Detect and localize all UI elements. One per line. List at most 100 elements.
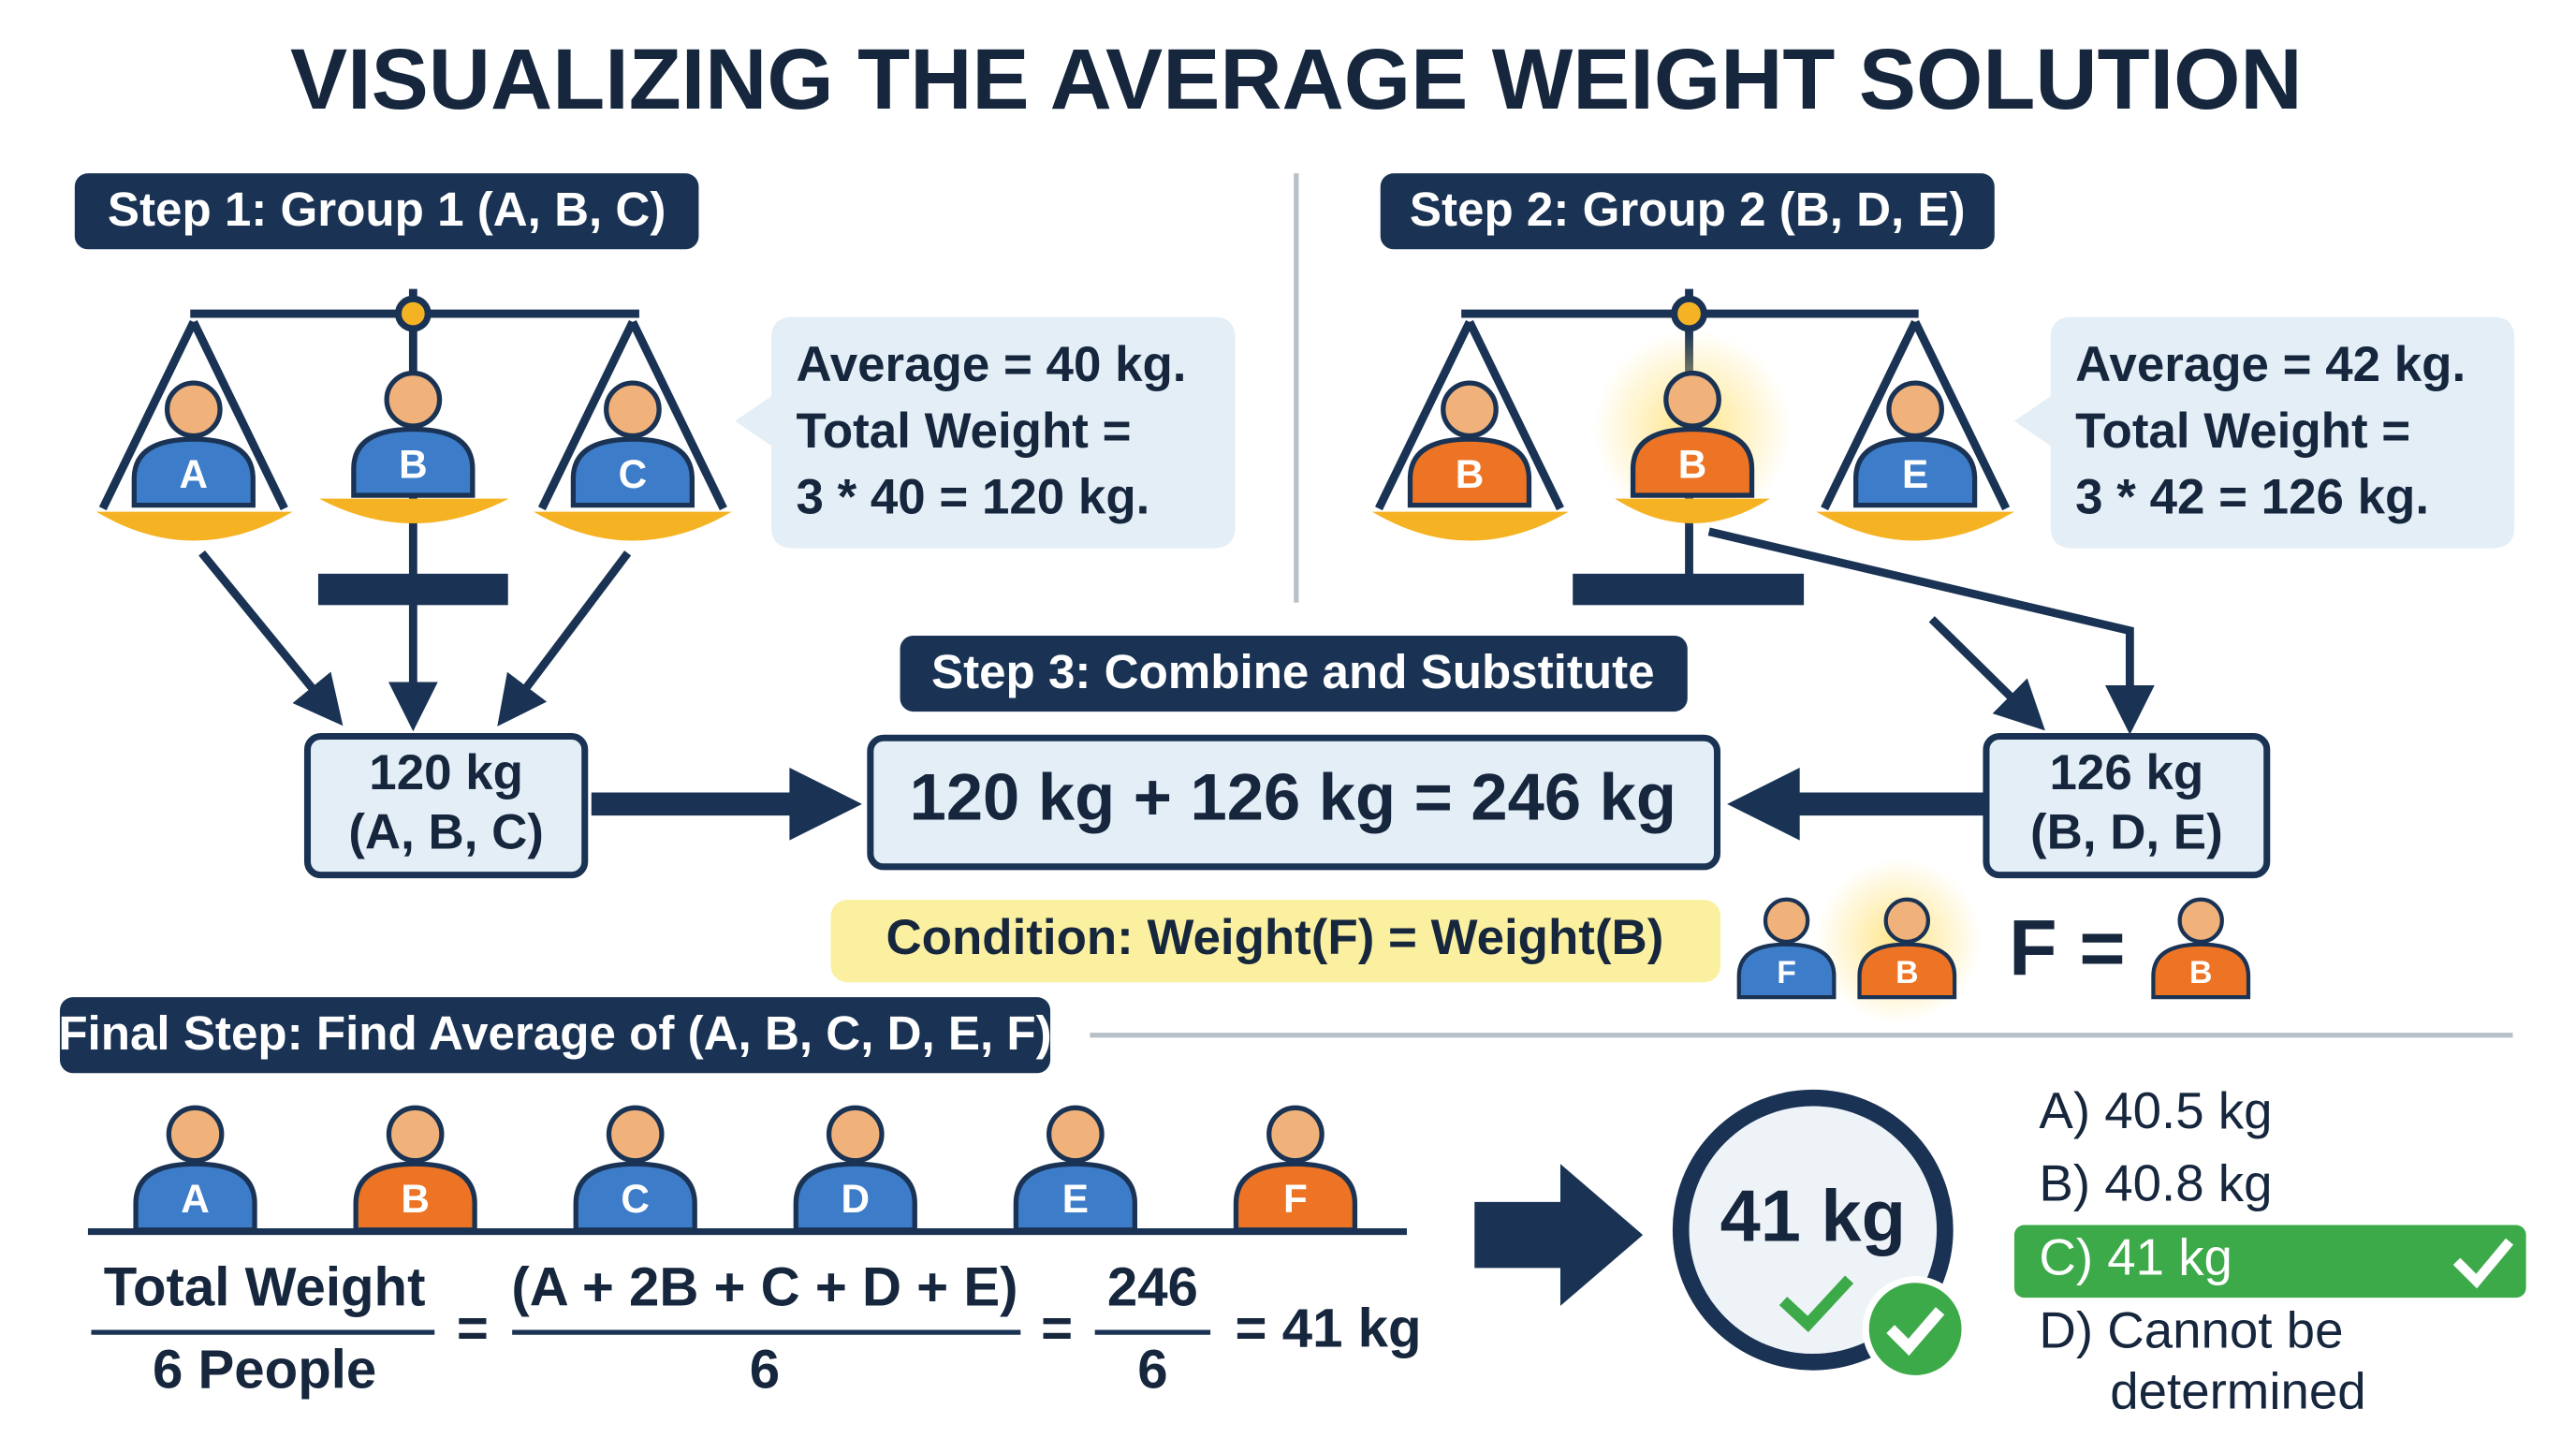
person: E [1852, 380, 1978, 508]
info-box [2013, 316, 2515, 549]
denominator: 6 [750, 1340, 780, 1401]
person-body [1630, 426, 1755, 498]
info-line: Average = 40 kg. [796, 337, 1186, 392]
person-label: A [181, 1177, 210, 1221]
person-head [1266, 1105, 1325, 1164]
person-body [1233, 1161, 1358, 1233]
person-head [606, 1105, 665, 1164]
denominator: 6 People [153, 1340, 376, 1401]
step-label: Step 2: Group 2 (B, D, E) [1410, 183, 1966, 236]
person-label: E [1062, 1177, 1089, 1221]
equals: = [1041, 1299, 1073, 1359]
person-head [2177, 897, 2224, 945]
step-label: Final Step: Find Average of (A, B, C, D,… [58, 1006, 1051, 1060]
result-text: 126 kg [2050, 745, 2204, 800]
numerator: 246 [1107, 1256, 1198, 1317]
options: A) 40.5 kg B) 40.8 kg C) 41 kg D) Cannot… [2039, 1082, 2365, 1420]
condition: Condition: Weight(F) = Weight(B) [886, 910, 1663, 965]
person-body [133, 1161, 257, 1233]
title: VISUALIZING THE AVERAGE WEIGHT SOLUTION [290, 32, 2303, 127]
equals: = [457, 1299, 489, 1359]
info-box [735, 316, 1236, 549]
person-body [2151, 942, 2251, 1000]
person-label: A [180, 452, 209, 496]
condition-box [830, 900, 1721, 983]
person-label: F [1777, 955, 1796, 990]
person: E [1013, 1105, 1137, 1233]
person-body [131, 436, 256, 508]
person-head [164, 380, 223, 439]
person-body [1013, 1161, 1137, 1233]
step-label-box [59, 997, 1051, 1074]
person-body [1857, 942, 1957, 1000]
person-label: F [1283, 1177, 1308, 1221]
info-line: Average = 42 kg. [2075, 337, 2466, 392]
person-label: B [401, 1177, 430, 1221]
person-label: B [399, 442, 428, 486]
fraction: Total Weight 6 People = (A + 2B + C + D … [104, 1256, 1422, 1400]
person: B [353, 1105, 477, 1233]
result-text: (A, B, C) [348, 804, 544, 859]
pans [95, 498, 732, 541]
equation: 120 kg + 126 kg = 246 kg [910, 760, 1676, 834]
person-head [1763, 897, 1810, 945]
person-label: B [2189, 955, 2212, 990]
person-body [1407, 436, 1532, 508]
big-arrow [1474, 1164, 1644, 1306]
step-label-box [1380, 173, 1995, 250]
correct-highlight [2013, 1225, 2526, 1299]
person: B [351, 370, 476, 498]
info-line: Total Weight = [796, 404, 1131, 459]
person-body [353, 1161, 477, 1233]
equation-box [867, 734, 1721, 871]
person-label: B [1678, 442, 1707, 486]
step-label-box [900, 635, 1688, 712]
person: B [1857, 897, 1957, 1000]
person-label: E [1902, 452, 1928, 496]
check [2452, 1238, 2514, 1289]
person-head [1663, 370, 1721, 429]
pans [1371, 498, 2014, 541]
numerator: Total Weight [104, 1256, 426, 1317]
person: D [793, 1105, 917, 1233]
check [1778, 1275, 1854, 1333]
person: F [1233, 1105, 1358, 1233]
check-badge [1862, 1276, 1969, 1383]
option: B) 40.8 kg [2039, 1154, 2272, 1211]
person-body [793, 1161, 917, 1233]
person: B [2151, 897, 2251, 1000]
person-head [604, 380, 662, 439]
person: B [1630, 370, 1755, 498]
person-head [1886, 380, 1944, 439]
option: D) Cannot be [2039, 1301, 2343, 1358]
person-label: B [1895, 955, 1918, 990]
info-line: Total Weight = [2075, 404, 2410, 459]
result-box [303, 732, 589, 879]
option: C) 41 kg [2039, 1229, 2232, 1286]
person-label: C [619, 452, 648, 496]
arrows [198, 550, 632, 732]
result: = 41 kg [1236, 1299, 1422, 1359]
person: A [133, 1105, 257, 1233]
person-head [166, 1105, 225, 1164]
arrows [1707, 527, 2155, 735]
person: A [131, 380, 256, 508]
result-text: (B, D, E) [2030, 804, 2223, 859]
person-head [1883, 897, 1930, 945]
person-label: C [621, 1177, 650, 1221]
person-head [826, 1105, 885, 1164]
person: C [570, 380, 695, 508]
f-equals: F = [2009, 903, 2126, 992]
numerator: (A + 2B + C + D + E) [511, 1256, 1017, 1317]
person-label: B [1456, 452, 1485, 496]
step-label-box [74, 173, 699, 250]
step-label: Step 3: Combine and Substitute [931, 645, 1655, 698]
check [1886, 1307, 1945, 1357]
info-line: 3 * 42 = 126 kg. [2075, 469, 2429, 524]
step-label: Step 1: Group 1 (A, B, C) [108, 183, 666, 236]
result-box [1983, 732, 2271, 879]
person-head [1441, 380, 1499, 439]
person-head [1046, 1105, 1105, 1164]
